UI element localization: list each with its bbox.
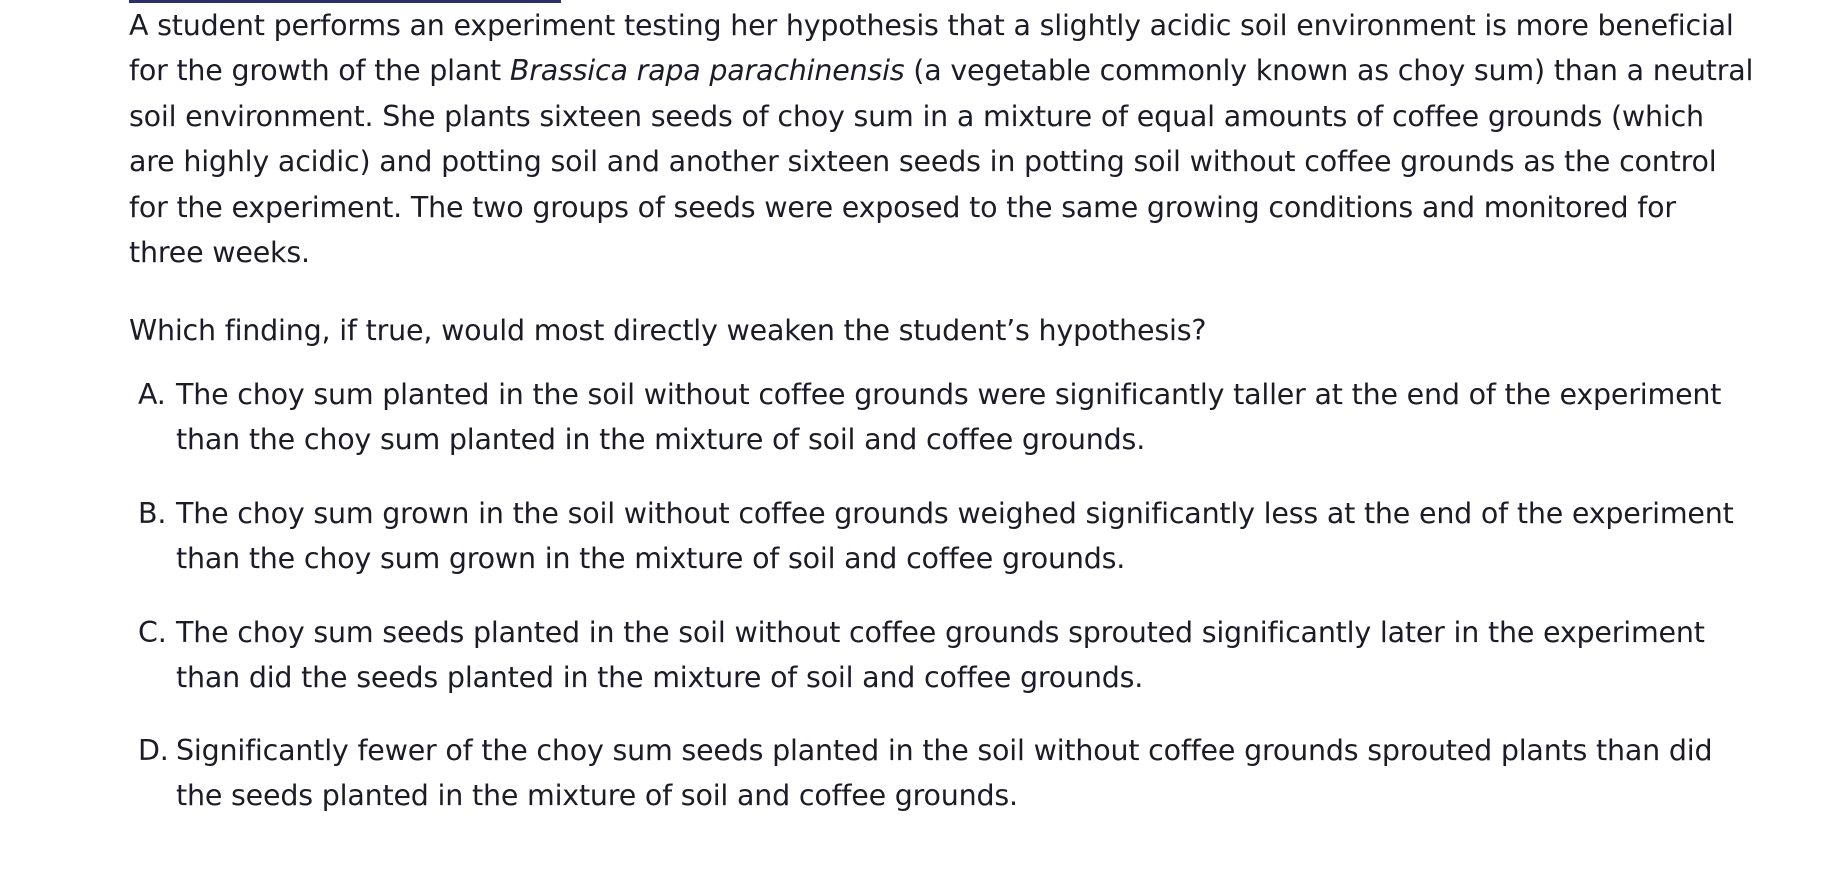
passage-text: A student performs an experiment testing… xyxy=(129,3,1753,275)
passage-line: for the growth of the plant Brassica rap… xyxy=(129,48,1753,93)
choice-text: The choy sum grown in the soil without c… xyxy=(176,491,1748,582)
choice-line: The choy sum grown in the soil without c… xyxy=(176,497,1734,530)
choice-line: Significantly fewer of the choy sum seed… xyxy=(176,734,1713,767)
choice-letter: C. xyxy=(138,616,167,649)
choice-letter: A. xyxy=(138,378,166,411)
choice-text: The choy sum seeds planted in the soil w… xyxy=(176,610,1748,701)
answer-choice-a[interactable]: A. The choy sum planted in the soil with… xyxy=(138,372,1748,463)
top-divider xyxy=(129,0,561,3)
question-stem: Which finding, if true, would most direc… xyxy=(129,314,1207,347)
choice-line: than the choy sum grown in the mixture o… xyxy=(176,542,1126,576)
passage-line: three weeks. xyxy=(129,236,310,270)
answer-choice-d[interactable]: D. Significantly fewer of the choy sum s… xyxy=(138,728,1748,819)
species-name: Brassica rapa parachinensis xyxy=(509,54,905,88)
choice-line: than the choy sum planted in the mixture… xyxy=(176,423,1146,457)
choice-letter: B. xyxy=(138,497,167,530)
passage-line: for the experiment. The two groups of se… xyxy=(129,190,1676,224)
choice-line: The choy sum seeds planted in the soil w… xyxy=(176,616,1705,649)
passage-text-segment: (a vegetable commonly known as choy sum)… xyxy=(904,54,1754,88)
passage-line: are highly acidic) and potting soil and … xyxy=(129,145,1717,179)
choice-line: The choy sum planted in the soil without… xyxy=(176,378,1722,411)
passage-line: soil environment. She plants sixteen see… xyxy=(129,99,1704,133)
passage-line: A student performs an experiment testing… xyxy=(129,9,1734,42)
answer-choice-b[interactable]: B. The choy sum grown in the soil withou… xyxy=(138,491,1748,582)
choice-letter: D. xyxy=(138,734,169,767)
choice-line: the seeds planted in the mixture of soil… xyxy=(176,779,1018,813)
choice-line: than did the seeds planted in the mixtur… xyxy=(176,661,1144,695)
choice-text: The choy sum planted in the soil without… xyxy=(176,372,1748,463)
choice-text: Significantly fewer of the choy sum seed… xyxy=(176,728,1748,819)
answer-choice-c[interactable]: C. The choy sum seeds planted in the soi… xyxy=(138,610,1748,701)
passage-text-segment: for the growth of the plant xyxy=(129,54,510,88)
